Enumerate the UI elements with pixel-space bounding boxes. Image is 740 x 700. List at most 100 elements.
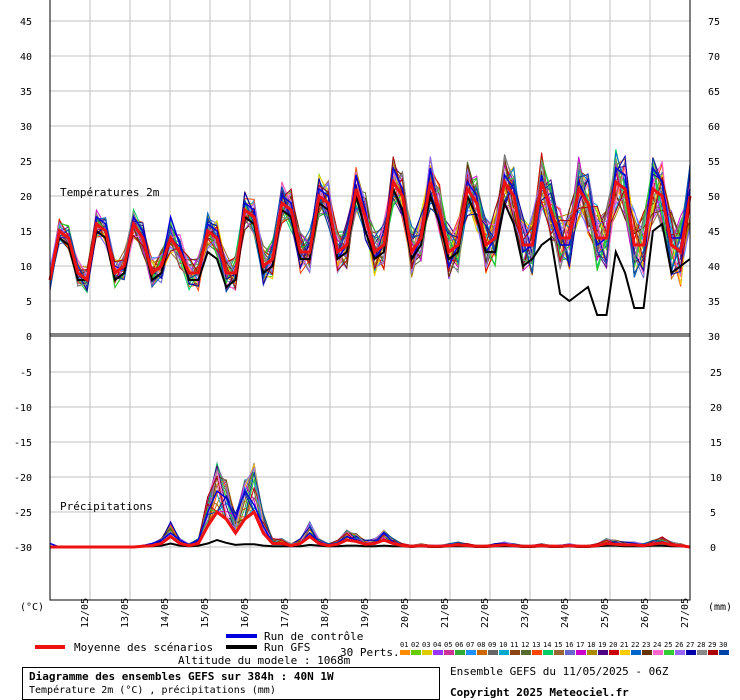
right-tick-label: 60: [708, 122, 720, 133]
series-precip-line: [50, 509, 691, 549]
date-tick-label: 26/05: [640, 598, 651, 628]
perturbation-swatch: [554, 650, 564, 655]
right-tick-label: 75: [708, 17, 720, 28]
perturbation-id: 18: [587, 641, 595, 649]
perturbation-id: 26: [675, 641, 683, 649]
left-tick-label: 45: [20, 17, 32, 28]
left-tick-label: 20: [20, 192, 32, 203]
left-tick-label: -15: [14, 438, 32, 449]
perturbation-swatch: [686, 650, 696, 655]
perturbation-swatch: [477, 650, 487, 655]
perturbation-id: 28: [697, 641, 705, 649]
right-tick-label: 15: [710, 438, 722, 449]
left-tick-label: -30: [14, 543, 32, 554]
date-tick-label: 17/05: [280, 598, 291, 628]
perturbation-swatch: [609, 650, 619, 655]
date-tick-label: 16/05: [240, 598, 251, 628]
perturbation-id: 29: [708, 641, 716, 649]
precip-panel-label: Précipitations: [60, 500, 153, 513]
perturbations-label: 30 Perts.: [340, 646, 400, 659]
perturbation-swatch: [532, 650, 542, 655]
perturbation-swatch: [565, 650, 575, 655]
right-tick-label: 40: [708, 262, 720, 273]
temp-panel-label: Températures 2m: [60, 186, 160, 199]
perturbation-swatch: [576, 650, 586, 655]
date-tick-label: 23/05: [520, 598, 531, 628]
date-tick-label: 13/05: [120, 598, 131, 628]
perturbation-id: 16: [565, 641, 573, 649]
perturbation-id: 06: [455, 641, 463, 649]
perturbation-swatch: [708, 650, 718, 655]
right-tick-label: 65: [708, 87, 720, 98]
legend-control-label: Run de contrôle: [264, 630, 363, 643]
perturbation-id: 30: [719, 641, 727, 649]
left-tick-label: -25: [14, 508, 32, 519]
chart-frame: [49, 0, 691, 601]
date-tick-label: 25/05: [600, 598, 611, 628]
date-tick-label: 12/05: [80, 598, 91, 628]
chart-subtitle: Température 2m (°C) , précipitations (mm…: [29, 685, 276, 696]
right-tick-label: 70: [708, 52, 720, 63]
chart-grid: [50, 0, 691, 600]
right-tick-label: 25: [710, 368, 722, 379]
perturbation-legend: 01 02 03 04 05 06 07 08 09 10 11 12 13 14 15 16 17 18 19 20…: [400, 641, 729, 655]
perturbation-id: 15: [554, 641, 562, 649]
right-tick-label: 20: [710, 403, 722, 414]
perturbation-swatch: [444, 650, 454, 655]
date-tick-label: 14/05: [160, 598, 171, 628]
left-unit-label: (°C): [20, 602, 44, 613]
perturbation-id: 03: [422, 641, 430, 649]
right-tick-label: 5: [710, 508, 716, 519]
series-temp-line: [48, 177, 692, 283]
perturbation-temp-line: [49, 155, 691, 287]
perturbation-id: 08: [477, 641, 485, 649]
perturbation-swatch: [653, 650, 663, 655]
title-box: Diagramme des ensembles GEFS sur 384h : …: [22, 667, 440, 700]
right-tick-label: 35: [708, 297, 720, 308]
perturbation-swatch: [642, 650, 652, 655]
perturbation-swatch: [719, 650, 729, 655]
left-tick-label: -20: [14, 473, 32, 484]
legend-gfs-label: Run GFS: [264, 641, 310, 654]
right-unit-label: (mm): [708, 602, 732, 613]
perturbation-swatch: [488, 650, 498, 655]
left-tick-label: 10: [20, 262, 32, 273]
date-tick-label: 24/05: [560, 598, 571, 628]
perturbation-swatch: [466, 650, 476, 655]
perturbation-id: 20: [609, 641, 617, 649]
left-tick-label: 30: [20, 122, 32, 133]
main-series-lines: [48, 165, 692, 549]
perturbation-id: 07: [466, 641, 474, 649]
perturbation-id: 19: [598, 641, 606, 649]
perturbation-id: 21: [620, 641, 628, 649]
perturbation-swatch: [697, 650, 707, 655]
series-temp-line: [49, 185, 691, 316]
perturbation-swatch: [620, 650, 630, 655]
left-tick-label: 40: [20, 52, 32, 63]
date-tick-label: 15/05: [200, 598, 211, 628]
date-tick-label: 19/05: [360, 598, 371, 628]
date-tick-label: 18/05: [320, 598, 331, 628]
perturbation-swatch: [411, 650, 421, 655]
perturbation-id: 22: [631, 641, 639, 649]
perturbation-swatch: [675, 650, 685, 655]
left-tick-label: 25: [20, 157, 32, 168]
date-tick-label: 22/05: [480, 598, 491, 628]
right-tick-label: 30: [708, 332, 720, 343]
perturbation-id: 05: [444, 641, 452, 649]
axis-ticks: 454035302520151050-5-10-15-20-25-3075706…: [14, 17, 722, 628]
perturbation-swatch: [521, 650, 531, 655]
right-tick-label: 55: [708, 157, 720, 168]
chart-title: Diagramme des ensembles GEFS sur 384h : …: [29, 670, 334, 683]
perturbation-swatch: [455, 650, 465, 655]
right-tick-label: 0: [710, 543, 716, 554]
perturbation-id: 09: [488, 641, 496, 649]
perturbation-id: 23: [642, 641, 650, 649]
perturbation-id: 02: [411, 641, 419, 649]
perturbation-swatch: [422, 650, 432, 655]
left-tick-label: 35: [20, 87, 32, 98]
date-tick-label: 20/05: [400, 598, 411, 628]
perturbation-swatch: [598, 650, 608, 655]
date-tick-label: 21/05: [440, 598, 451, 628]
